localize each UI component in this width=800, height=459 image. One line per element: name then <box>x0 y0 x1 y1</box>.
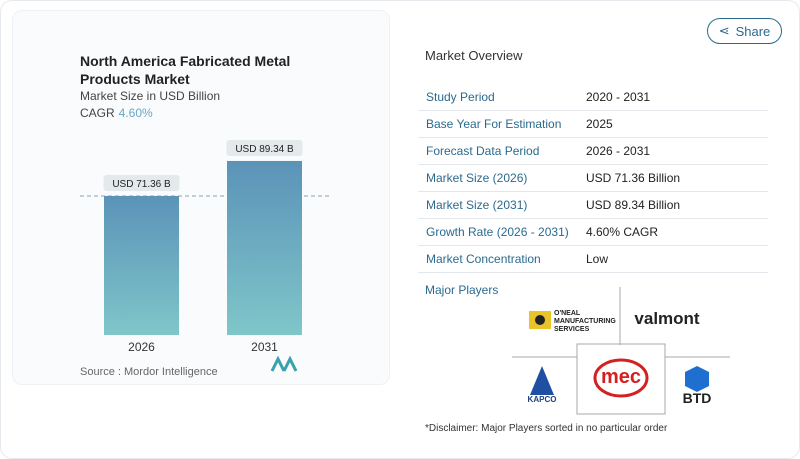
source-text: Source : Mordor Intelligence <box>80 366 218 378</box>
major-players-title: Major Players <box>425 283 499 297</box>
row-key: Market Concentration <box>426 252 541 266</box>
data-label: USD 89.34 B <box>235 144 294 155</box>
player-logo-btd: BTD <box>682 390 712 406</box>
overview-row: Market Size (2031) USD 89.34 Billion <box>418 192 768 219</box>
share-icon: ⋖ <box>718 23 730 38</box>
disclaimer: *Disclaimer: Major Players sorted in no … <box>425 423 668 434</box>
bar-chart: USD 71.36 B 2026 USD 89.34 B 2031 <box>80 139 330 354</box>
x-tick-label: 2031 <box>251 340 278 354</box>
overview-row: Market Concentration Low <box>418 246 768 273</box>
overview-row: Forecast Data Period 2026 - 2031 <box>418 138 768 165</box>
mordor-logo-icon <box>270 355 298 372</box>
share-label: Share <box>735 23 771 39</box>
row-key: Growth Rate (2026 - 2031) <box>426 225 569 239</box>
row-value: Low <box>586 252 609 266</box>
cagr: CAGR 4.60% <box>80 106 153 120</box>
x-tick-label: 2026 <box>128 340 155 354</box>
overview-row: Market Size (2026) USD 71.36 Billion <box>418 165 768 192</box>
row-key: Market Size (2031) <box>426 198 528 212</box>
row-key: Market Size (2026) <box>426 171 528 185</box>
data-label-bg <box>103 174 180 191</box>
bar-2031 <box>227 160 302 335</box>
row-key: Study Period <box>426 90 495 104</box>
row-value: 2026 - 2031 <box>586 144 651 158</box>
cagr-value: 4.60% <box>118 106 153 120</box>
row-value: 2025 <box>586 117 613 131</box>
bar-2026 <box>104 195 179 335</box>
overview-row: Base Year For Estimation 2025 <box>418 111 768 138</box>
row-key: Base Year For Estimation <box>426 117 562 131</box>
share-button[interactable]: ⋖ Share <box>707 18 782 44</box>
player-logo-valmont: valmont <box>634 309 700 328</box>
row-key: Forecast Data Period <box>426 144 540 158</box>
data-label-bg <box>226 139 303 156</box>
row-value: USD 89.34 Billion <box>586 198 681 212</box>
player-logo-oneal: O'NEAL MANUFACTURING SERVICES <box>554 310 616 333</box>
overview-title: Market Overview <box>425 48 523 63</box>
overview-row: Growth Rate (2026 - 2031) 4.60% CAGR <box>418 219 768 246</box>
cagr-label: CAGR <box>80 106 115 120</box>
chart-subtitle: Market Size in USD Billion <box>80 89 221 103</box>
player-logo-mec: mec <box>600 366 642 388</box>
row-value: USD 71.36 Billion <box>586 171 681 185</box>
player-logo-kapco: KAPCO <box>527 395 557 404</box>
chart-title: North America Fabricated Metal Products … <box>80 53 291 87</box>
overview-row: Study Period 2020 - 2031 <box>418 84 768 111</box>
data-label: USD 71.36 B <box>112 179 171 190</box>
row-value: 2020 - 2031 <box>586 90 651 104</box>
row-value: 4.60% CAGR <box>586 225 659 239</box>
chart-card <box>12 10 390 385</box>
